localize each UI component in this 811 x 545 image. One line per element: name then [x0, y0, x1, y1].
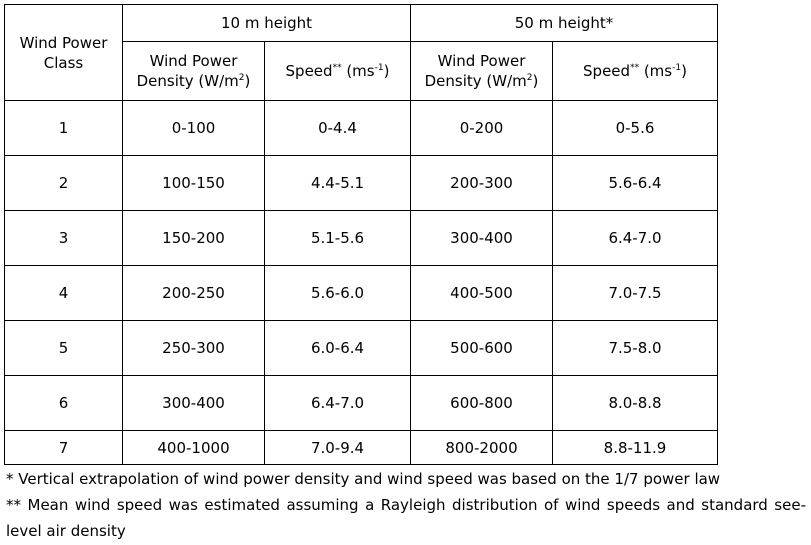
class-cell: 7: [4, 430, 123, 465]
density-50m-cell: 300-400: [410, 210, 553, 266]
density-50m-cell: 600-800: [410, 375, 553, 431]
footnote-extrapolation: * Vertical extrapolation of wind power d…: [6, 470, 721, 488]
table-row: 2 100-150 4.4-5.1 200-300 5.6-6.4: [4, 155, 718, 211]
wind-power-class-table: Wind Power Class 10 m height 50 m height…: [4, 4, 718, 465]
footnotes: * Vertical extrapolation of wind power d…: [6, 466, 806, 544]
speed-10m-cell: 7.0-9.4: [264, 430, 411, 465]
density-50m-cell: 0-200: [410, 100, 553, 156]
speed-50m-cell: 7.0-7.5: [552, 265, 718, 321]
speed-50m-cell: 5.6-6.4: [552, 155, 718, 211]
speed-10m-cell: 4.4-5.1: [264, 155, 411, 211]
header-speed-10m: Speed** (ms-1): [264, 41, 411, 101]
speed-10m-cell: 5.1-5.6: [264, 210, 411, 266]
density-10m-cell: 100-150: [122, 155, 265, 211]
speed-50m-cell: 8.0-8.8: [552, 375, 718, 431]
table-row: 5 250-300 6.0-6.4 500-600 7.5-8.0: [4, 320, 718, 376]
density-10m-cell: 0-100: [122, 100, 265, 156]
class-cell: 3: [4, 210, 123, 266]
speed-50m-cell: 6.4-7.0: [552, 210, 718, 266]
footnote-mean-wind-speed: ** Mean wind speed was estimated assumin…: [6, 496, 806, 540]
class-cell: 4: [4, 265, 123, 321]
speed-10m-cell: 6.4-7.0: [264, 375, 411, 431]
density-50m-cell: 800-2000: [410, 430, 553, 465]
table-row: 7 400-1000 7.0-9.4 800-2000 8.8-11.9: [4, 430, 718, 465]
class-cell: 5: [4, 320, 123, 376]
density-10m-cell: 400-1000: [122, 430, 265, 465]
density-50m-cell: 400-500: [410, 265, 553, 321]
class-cell: 1: [4, 100, 123, 156]
speed-50m-cell: 7.5-8.0: [552, 320, 718, 376]
header-10m-height: 10 m height: [122, 4, 411, 42]
header-density-50m: Wind Power Density (W/m2): [410, 41, 553, 101]
density-10m-cell: 300-400: [122, 375, 265, 431]
table-row: 1 0-100 0-4.4 0-200 0-5.6: [4, 100, 718, 156]
speed-10m-cell: 0-4.4: [264, 100, 411, 156]
speed-10m-cell: 6.0-6.4: [264, 320, 411, 376]
header-density-10m: Wind Power Density (W/m2): [122, 41, 265, 101]
density-50m-cell: 200-300: [410, 155, 553, 211]
density-10m-cell: 200-250: [122, 265, 265, 321]
speed-10m-cell: 5.6-6.0: [264, 265, 411, 321]
table-row: 6 300-400 6.4-7.0 600-800 8.0-8.8: [4, 375, 718, 431]
density-10m-cell: 150-200: [122, 210, 265, 266]
class-cell: 2: [4, 155, 123, 211]
header-speed-50m: Speed** (ms-1): [552, 41, 718, 101]
speed-50m-cell: 0-5.6: [552, 100, 718, 156]
table-row: 4 200-250 5.6-6.0 400-500 7.0-7.5: [4, 265, 718, 321]
table-row: 3 150-200 5.1-5.6 300-400 6.4-7.0: [4, 210, 718, 266]
wind-power-class-header: Wind Power Class: [4, 4, 123, 101]
density-50m-cell: 500-600: [410, 320, 553, 376]
speed-50m-cell: 8.8-11.9: [552, 430, 718, 465]
header-50m-height: 50 m height*: [410, 4, 718, 42]
class-cell: 6: [4, 375, 123, 431]
density-10m-cell: 250-300: [122, 320, 265, 376]
